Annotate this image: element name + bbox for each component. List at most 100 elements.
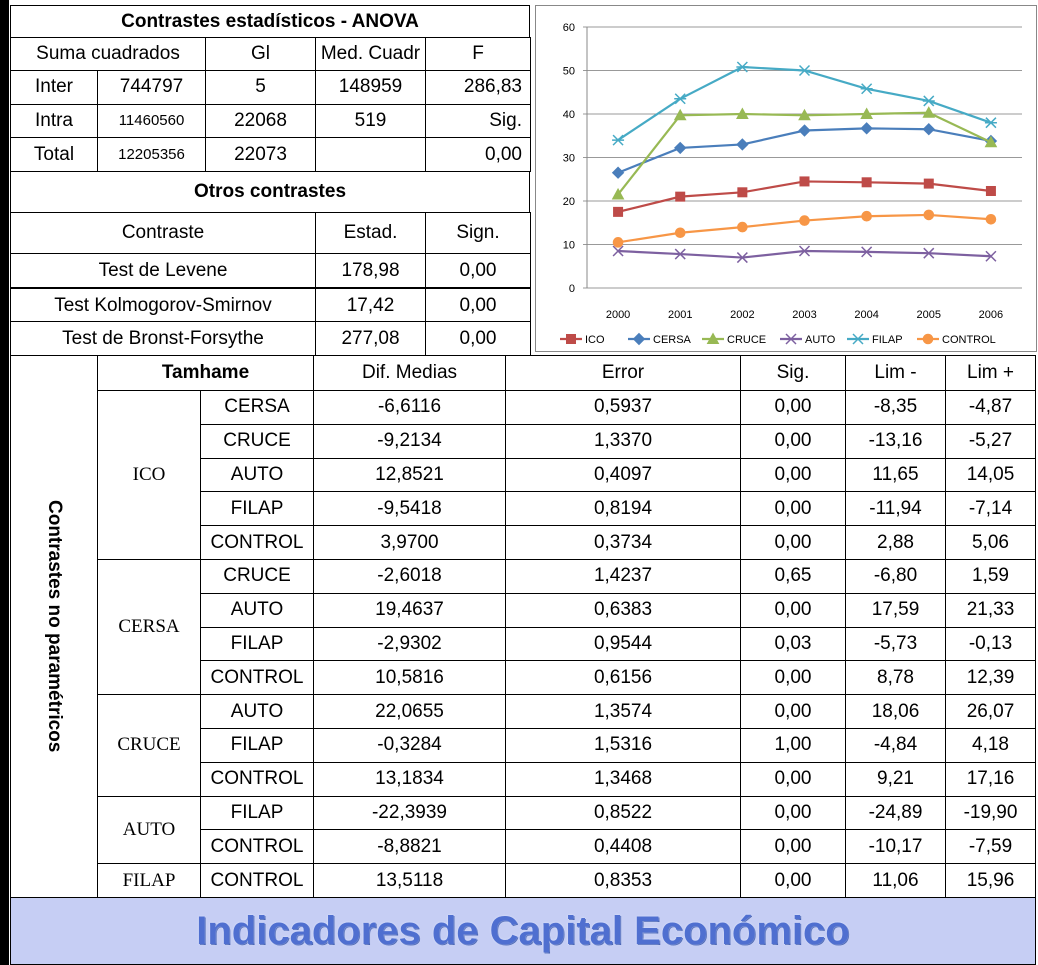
anova-cell: 286,83 (425, 70, 531, 105)
tamhane-cell: 15,96 (945, 863, 1036, 898)
tamhane-cell: 0,8194 (505, 491, 741, 527)
side-label: Contrastes no paramétricos (10, 355, 98, 898)
marker (613, 206, 624, 217)
marker (674, 227, 686, 239)
tamhane-cell: 5,06 (945, 525, 1036, 560)
tamhane-cell: -0,3284 (313, 728, 506, 763)
tamhane-cell: CONTROL (200, 525, 314, 560)
otros-cell: 0,00 (425, 288, 531, 323)
anova-header: Suma cuadrados (10, 37, 206, 71)
tamhane-cell: 0,00 (740, 694, 846, 729)
tamhane-cell: 17,16 (945, 761, 1036, 797)
tamhane-cell: 1,00 (740, 728, 846, 763)
marker (922, 123, 935, 136)
otros-title: Otros contrastes (10, 171, 530, 213)
tamhane-cell: 0,8522 (505, 795, 741, 831)
marker (984, 117, 997, 129)
anova-cell: Sig. (425, 103, 531, 139)
anova-header: Gl (205, 37, 316, 71)
tamhane-cell: -4,87 (945, 390, 1036, 425)
tamhane-cell: 0,4097 (505, 457, 741, 493)
marker (737, 221, 748, 233)
marker (612, 134, 625, 146)
otros-cell: 17,42 (315, 288, 426, 323)
tamhane-header: Sig. (740, 355, 846, 391)
marker (674, 248, 686, 260)
legend-label: AUTO (805, 334, 836, 346)
tamhane-cell: FILAP (200, 728, 314, 763)
tamhane-cell: 0,00 (740, 660, 846, 696)
tamhane-cell: 0,00 (740, 491, 846, 527)
marker (861, 246, 873, 258)
tamhane-cell: 14,05 (945, 457, 1036, 493)
tamhane-cell: 1,3370 (505, 423, 741, 459)
otros-cell: Test de Bronst-Forsythe (10, 321, 316, 356)
anova-cell: 22068 (205, 103, 316, 139)
marker (923, 247, 935, 259)
tamhane-cell: 26,07 (945, 694, 1036, 729)
tamhane-cell: -8,8821 (313, 829, 506, 865)
y-tick-label: 20 (563, 196, 575, 208)
chart: 0 10 20 30 40 50 60 2000 2001 2002 2003 2004 2005 200… (535, 5, 1037, 352)
marker (736, 252, 748, 264)
otros-header: Contraste (10, 212, 316, 254)
y-tick-label: 30 (563, 153, 575, 165)
group-name: ICO (97, 390, 201, 560)
tamhane-cell: 0,00 (740, 795, 846, 831)
marker (737, 187, 748, 198)
tamhane-cell: 11,06 (845, 863, 946, 898)
tamhane-cell: -9,5418 (313, 491, 506, 527)
marker (736, 138, 749, 151)
tamhane-cell: 2,88 (845, 525, 946, 560)
x-tick-label: 2006 (979, 309, 1003, 321)
tamhane-header: Lim + (945, 355, 1036, 391)
marker (922, 333, 934, 345)
tamhane-cell: -0,13 (945, 626, 1036, 662)
y-tick-label: 0 (569, 283, 575, 295)
tamhane-cell: 1,5316 (505, 728, 741, 763)
anova-cell: 744797 (97, 70, 206, 105)
otros-cell: 0,00 (425, 321, 531, 356)
tamhane-cell: AUTO (200, 457, 314, 493)
tamhane-cell: 1,3574 (505, 694, 741, 729)
tamhane-cell: -5,27 (945, 423, 1036, 459)
marker (799, 176, 810, 187)
group-name: CRUCE (97, 694, 201, 797)
banner: Indicadores de Capital Económico (10, 897, 1036, 965)
marker (923, 209, 935, 221)
tamhane-cell: 0,03 (740, 626, 846, 662)
tamhane-cell: 0,65 (740, 559, 846, 594)
anova-cell: 5 (205, 70, 316, 105)
tamhane-cell: AUTO (200, 694, 314, 729)
tamhane-cell: FILAP (200, 626, 314, 662)
tamhane-cell: 21,33 (945, 592, 1036, 628)
anova-cell: Intra (10, 103, 98, 139)
marker (674, 93, 687, 105)
tamhane-cell: 3,9700 (313, 525, 506, 560)
tamhane-header: Dif. Medias (313, 355, 506, 391)
marker (611, 166, 625, 179)
tamhane-cell: -11,94 (845, 491, 946, 527)
tamhane-cell: 0,9544 (505, 626, 741, 662)
tamhane-cell: AUTO (200, 592, 314, 628)
tamhane-cell: -22,3939 (313, 795, 506, 831)
tamhane-cell: 4,18 (945, 728, 1036, 763)
marker (860, 122, 873, 135)
tamhane-cell: -2,6018 (313, 559, 506, 594)
marker (861, 177, 872, 188)
x-tick-label: 2003 (792, 309, 816, 321)
tamhane-cell: 0,8353 (505, 863, 741, 898)
marker (632, 332, 646, 346)
tamhane-cell: -24,89 (845, 795, 946, 831)
marker (860, 83, 873, 95)
y-tick-label: 40 (563, 109, 575, 121)
tamhane-cell: 17,59 (845, 592, 946, 628)
legend-label: CRUCE (727, 334, 766, 346)
marker (673, 108, 687, 121)
y-tick-label: 60 (563, 22, 575, 34)
tamhane-cell: -19,90 (945, 795, 1036, 831)
anova-header: F (425, 37, 531, 71)
tamhane-cell: CONTROL (200, 761, 314, 797)
marker (798, 108, 811, 121)
